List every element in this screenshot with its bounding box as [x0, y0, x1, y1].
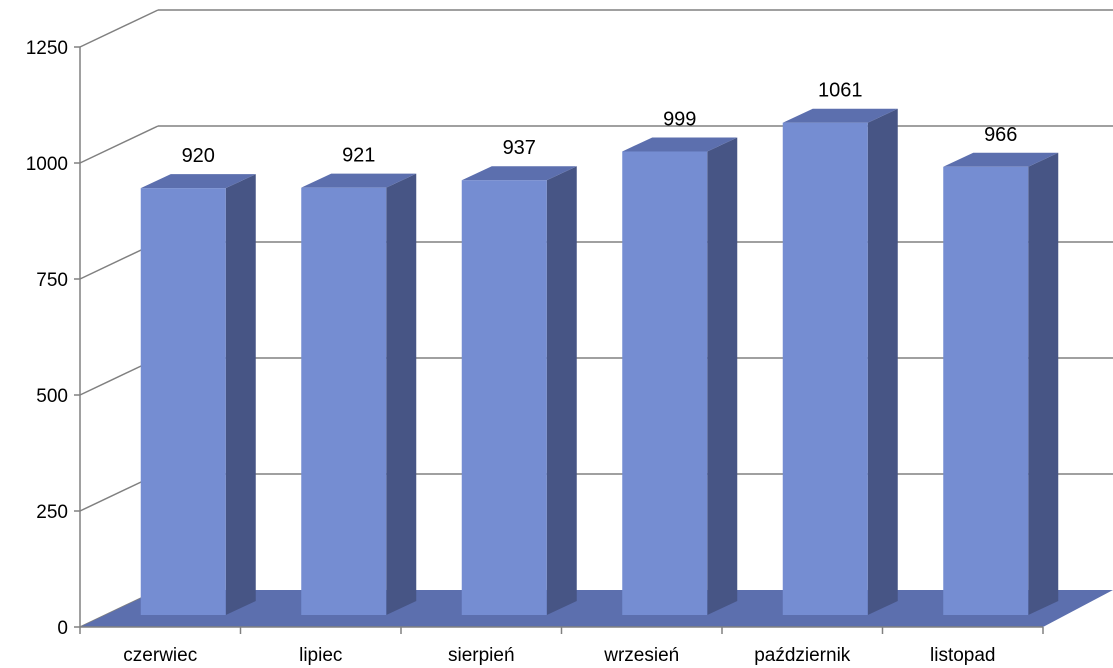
data-label: 937 — [503, 137, 536, 159]
data-label: 999 — [663, 108, 696, 130]
y-tick-label: 1000 — [26, 154, 68, 175]
bar-top — [943, 152, 1059, 167]
y-tick-label: 1250 — [26, 38, 68, 59]
x-tick-label: lipiec — [299, 645, 342, 666]
bar-top — [301, 173, 417, 188]
data-label: 920 — [182, 145, 215, 167]
bar-side — [386, 173, 417, 615]
bar — [943, 166, 1029, 615]
bar — [461, 180, 547, 615]
bar-top — [782, 108, 898, 123]
bar — [782, 122, 868, 616]
bar-top — [461, 166, 577, 181]
y-tick-label: 750 — [36, 270, 68, 291]
x-tick-label: listopad — [930, 645, 996, 666]
gridline-depth-1250 — [79, 9, 159, 48]
bar-side — [546, 166, 577, 615]
bar-side — [707, 137, 738, 616]
bar — [622, 151, 708, 616]
y-tick-label: 250 — [36, 502, 68, 523]
bar-side — [867, 108, 898, 616]
bar — [140, 188, 226, 615]
x-tick-label: październik — [754, 645, 851, 666]
gridline-depth-1000 — [79, 125, 159, 164]
y-tick-label: 500 — [36, 386, 68, 407]
bar-side — [225, 174, 256, 615]
bar — [301, 187, 387, 615]
bar-top — [140, 174, 256, 189]
data-label: 921 — [342, 145, 375, 167]
bar-side — [1028, 152, 1059, 615]
data-label: 966 — [984, 124, 1017, 146]
x-tick-label: sierpień — [448, 645, 515, 666]
x-tick-label: wrzesień — [603, 645, 679, 666]
x-tick-label: czerwiec — [123, 645, 197, 666]
y-tick-label: 0 — [57, 618, 68, 639]
data-label: 1061 — [818, 80, 863, 102]
bar-top — [622, 137, 738, 152]
